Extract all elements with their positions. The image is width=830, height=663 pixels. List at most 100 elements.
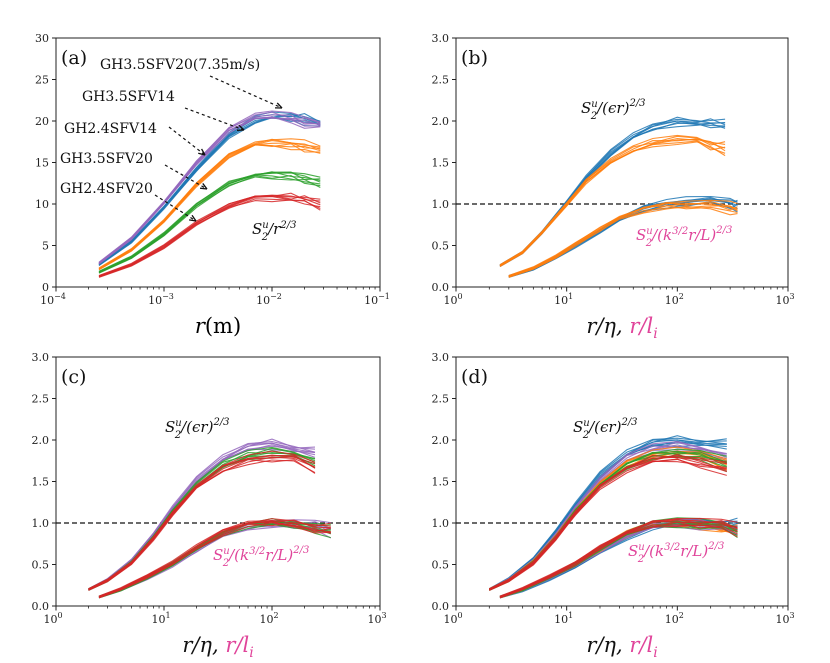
series-line [489, 455, 727, 590]
x-axis-label: r/η, r/li [586, 633, 657, 661]
series-upper-red [88, 450, 316, 591]
series-line [98, 138, 321, 269]
series-annotation: GH2.4SFV14 [64, 121, 157, 137]
series-upper-red [489, 454, 727, 591]
x-tick-label: 101 [151, 611, 170, 626]
series-gh2-4sfv20 [98, 192, 321, 278]
panel-c: 0.0 0.5 1.0 1.5 2.0 2.5 3.0 100 101 102 103 (c) r/η,… [32, 351, 387, 661]
lower-curve-label: Su 2/(k3/2r/L)2/3 [213, 545, 309, 569]
lower-curve-label: Su 2/(k3/2r/L)2/3 [628, 541, 724, 565]
y-tick-label: 30 [35, 32, 49, 45]
series-line [98, 172, 321, 272]
y-tick-label: 2.5 [432, 393, 450, 406]
panel-a: 0 5 10 15 20 25 30 10−4 10−3 10−2 10−1 (a) r(m) GH3.5… [35, 32, 390, 338]
x-tick-label: 101 [554, 611, 573, 626]
series-line [88, 441, 316, 590]
series-upper-orange [499, 134, 726, 267]
arrowhead [188, 214, 197, 222]
series-line [88, 446, 316, 590]
y-tick-label: 0.5 [432, 240, 450, 253]
series-lower-red [499, 517, 738, 599]
x-tick-label: 102 [259, 611, 278, 626]
series-line [499, 134, 726, 266]
annotation-arrow [168, 126, 206, 156]
y-tick-label: 2.0 [432, 115, 450, 128]
series-line [508, 199, 738, 277]
panel-label: (d) [461, 366, 488, 388]
annotation-arrow [164, 164, 208, 190]
x-tick-label: 100 [443, 292, 462, 307]
series-gh3-5sfv14 [98, 110, 321, 265]
lower-curve-label: Su 2/(k3/2r/L)2/3 [636, 225, 732, 249]
annotation-arrow [154, 194, 197, 222]
annotation-arrow [209, 75, 283, 109]
y-tick-label: 3.0 [432, 32, 450, 45]
panel-label: (c) [61, 366, 86, 388]
y-tick-label: 3.0 [432, 351, 450, 364]
y-tick-label: 1.0 [32, 517, 50, 530]
y-tick-label: 1.5 [432, 476, 450, 489]
x-tick-label: 101 [554, 292, 573, 307]
series-lower-red [98, 518, 331, 599]
y-tick-label: 2.5 [432, 74, 450, 87]
series-line [499, 123, 726, 267]
upper-curve-label: Su 2/(ϵr)2/3 [165, 417, 230, 441]
x-tick-label: 10−2 [256, 292, 282, 307]
series-lower-orange [508, 199, 738, 278]
x-tick-label: 100 [443, 611, 462, 626]
arrowhead [236, 124, 245, 131]
series-line [98, 520, 331, 597]
x-tick-label: 100 [43, 611, 62, 626]
y-tick-label: 0.0 [32, 600, 50, 613]
y-tick-label: 15 [35, 157, 49, 170]
plot-frame [455, 356, 789, 607]
series-annotation: GH3.5SFV20 [60, 151, 153, 167]
panel-label: (b) [461, 47, 488, 69]
x-tick-label: 103 [367, 611, 386, 626]
arrowhead [198, 148, 206, 156]
series-line [489, 440, 727, 590]
plot-frame [455, 37, 789, 288]
series-line [88, 450, 316, 590]
y-tick-label: 20 [35, 115, 49, 128]
upper-curve-label: Su 2/(ϵr)2/3 [581, 98, 646, 122]
y-tick-label: 0.0 [432, 281, 450, 294]
x-tick-label: 10−3 [148, 292, 174, 307]
y-tick-label: 2.0 [32, 434, 50, 447]
series-line [98, 195, 321, 277]
x-tick-label: 10−1 [364, 292, 390, 307]
y-tick-label: 0.5 [432, 559, 450, 572]
y-tick-label: 10 [35, 198, 49, 211]
panel-d: 0.0 0.5 1.0 1.5 2.0 2.5 3.0 100 101 102 103 (d) r/η,… [432, 351, 795, 661]
y-tick-label: 2.0 [432, 434, 450, 447]
x-axis-label: r/η, r/li [182, 633, 253, 661]
x-tick-label: 103 [775, 292, 794, 307]
series-line [489, 437, 727, 590]
panel-b: 0.0 0.5 1.0 1.5 2.0 2.5 3.0 100 101 102 103 (b) r/η,… [432, 32, 795, 342]
series-annotation: GH3.5SFV20(7.35m/s) [100, 57, 260, 73]
series-gh3-5sfv20 [98, 171, 321, 274]
series-line [499, 121, 726, 267]
plot-frame [55, 356, 381, 607]
x-axis-label: r(m) [195, 314, 241, 338]
series-annotation: GH3.5SFV14 [82, 89, 175, 105]
series-line [499, 517, 738, 597]
y-tick-label: 1.5 [432, 157, 450, 170]
y-tick-label: 0.0 [432, 600, 450, 613]
y-tick-label: 5 [42, 240, 49, 253]
series-line [98, 522, 331, 599]
x-tick-label: 103 [775, 611, 794, 626]
upper-curve-label: Su 2/(ϵr)2/3 [573, 417, 638, 441]
series-line [499, 121, 726, 267]
y-tick-label: 0.5 [32, 559, 50, 572]
series-annotation: GH2.4SFV20 [60, 181, 153, 197]
y-tick-label: 1.0 [432, 198, 450, 211]
arrowhead [274, 102, 283, 109]
panel-label: (a) [61, 47, 87, 69]
arrowhead [199, 183, 208, 190]
x-tick-label: 102 [665, 611, 684, 626]
y-tick-label: 0 [42, 281, 49, 294]
y-tick-label: 2.5 [32, 393, 50, 406]
structure-function-label: Su 2/r2/3 [252, 220, 296, 243]
